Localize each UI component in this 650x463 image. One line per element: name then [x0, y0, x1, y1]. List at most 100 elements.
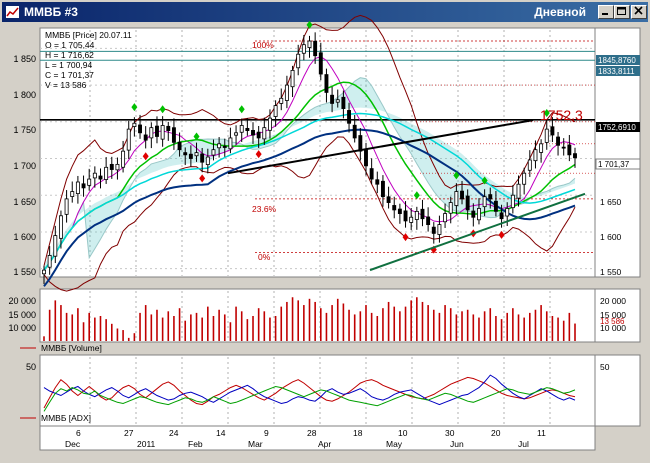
ichimoku-cloud-area [44, 77, 575, 271]
right-tag: 1845,8760 [598, 56, 636, 65]
candle-body [477, 208, 481, 221]
timeframe-label[interactable]: Дневной [534, 5, 586, 19]
candle-body [109, 163, 114, 170]
y-tick-right: 1 600 [600, 232, 622, 242]
candle-body [132, 122, 137, 127]
candle-body [522, 172, 527, 185]
adx-axis [594, 354, 641, 427]
candle-body [166, 125, 171, 132]
candle-body [510, 194, 515, 209]
candle-body [533, 149, 538, 162]
x-day-label: 11 [537, 428, 546, 438]
candle-body [262, 127, 267, 140]
candle-body [171, 127, 176, 143]
x-day-label: 20 [491, 428, 501, 438]
candle-body [47, 255, 52, 268]
up-fractal-marker [481, 176, 488, 185]
candle-body [437, 224, 442, 235]
down-fractal-marker [498, 230, 505, 239]
fib-label-23: 23.6% [252, 204, 277, 214]
candle-body [482, 196, 487, 208]
candle-body [121, 150, 126, 168]
candle-body [330, 94, 335, 104]
x-day-label: 14 [216, 428, 226, 438]
time-axis [39, 425, 596, 451]
minimize-icon [602, 13, 608, 15]
right-tag: 1752,6910 [598, 123, 636, 132]
candle-body [284, 84, 289, 101]
trend-lines[interactable] [227, 119, 586, 272]
vol-current: 13 586 [600, 317, 625, 326]
fib-label-0: 0% [258, 252, 271, 262]
up-fractal-marker [159, 105, 166, 114]
candle-body [279, 97, 284, 104]
candle-body [420, 208, 425, 220]
candle-body [64, 198, 69, 215]
candle-body [256, 131, 261, 139]
up-fractal-marker [543, 108, 550, 117]
title-bar[interactable]: ММВБ #3 Дневной [2, 2, 648, 22]
x-day-label: 30 [445, 428, 455, 438]
candle-body [454, 191, 459, 206]
candle-body [290, 69, 295, 88]
candle-body [516, 183, 521, 199]
candlestick-series [42, 32, 577, 285]
up-fractal-marker [413, 191, 420, 200]
x-month-label: Dec [65, 439, 81, 449]
vol-tick: 20 000 [8, 296, 36, 306]
right-tag-bg [595, 158, 641, 170]
candle-body [143, 134, 148, 141]
ma-mid-line [43, 81, 576, 271]
up-fractal-marker [453, 171, 460, 180]
maximize-button[interactable] [614, 5, 630, 19]
candle-body [188, 153, 193, 159]
candle-body [409, 216, 414, 223]
candle-body [115, 163, 120, 171]
candle-body [364, 149, 368, 167]
y-tick-right: 1 650 [600, 197, 622, 207]
y-tick: 1 750 [13, 125, 36, 135]
x-month-label: Apr [318, 439, 331, 449]
candle-body [324, 74, 329, 93]
ohlc-open: O = 1 705,44 [45, 40, 95, 50]
up-fractal-marker [131, 103, 138, 112]
candle-body [183, 152, 188, 156]
candle-body [347, 110, 351, 124]
y-tick: 1 600 [13, 232, 36, 242]
candle-body [92, 172, 97, 179]
ma-slow-line [43, 112, 576, 271]
candle-body [268, 117, 272, 131]
x-month-label: Feb [188, 439, 203, 449]
candle-body [75, 181, 80, 195]
adx-line [43, 376, 576, 409]
x-month-label: Jul [518, 439, 529, 449]
x-day-label: 24 [169, 428, 179, 438]
y-tick: 1 700 [13, 161, 36, 171]
candle-body [499, 212, 504, 220]
candle-body [341, 96, 346, 109]
close-button[interactable] [631, 5, 647, 19]
candle-body [245, 127, 250, 132]
candle-body [550, 126, 555, 136]
adx-panel [39, 354, 596, 427]
candle-body [87, 178, 92, 186]
right-tag: 1833,8111 [598, 67, 635, 76]
candle-body [155, 125, 159, 137]
ichimoku-span-a [43, 77, 576, 271]
fibonacci-levels [255, 40, 595, 253]
minimize-button[interactable] [598, 5, 614, 19]
candle-body [465, 195, 470, 211]
candle-body [70, 191, 75, 197]
candle-body [307, 40, 312, 48]
y-tick: 1 850 [13, 54, 36, 64]
candle-body [443, 213, 448, 223]
candle-body [397, 208, 402, 214]
down-fractal-marker [402, 233, 409, 242]
down-fractal-marker [142, 152, 149, 161]
volume-axis [594, 288, 641, 343]
fib-label-100: 100% [252, 40, 274, 50]
candle-body [426, 216, 431, 225]
candle-body [217, 143, 222, 149]
candle-body [471, 210, 476, 218]
